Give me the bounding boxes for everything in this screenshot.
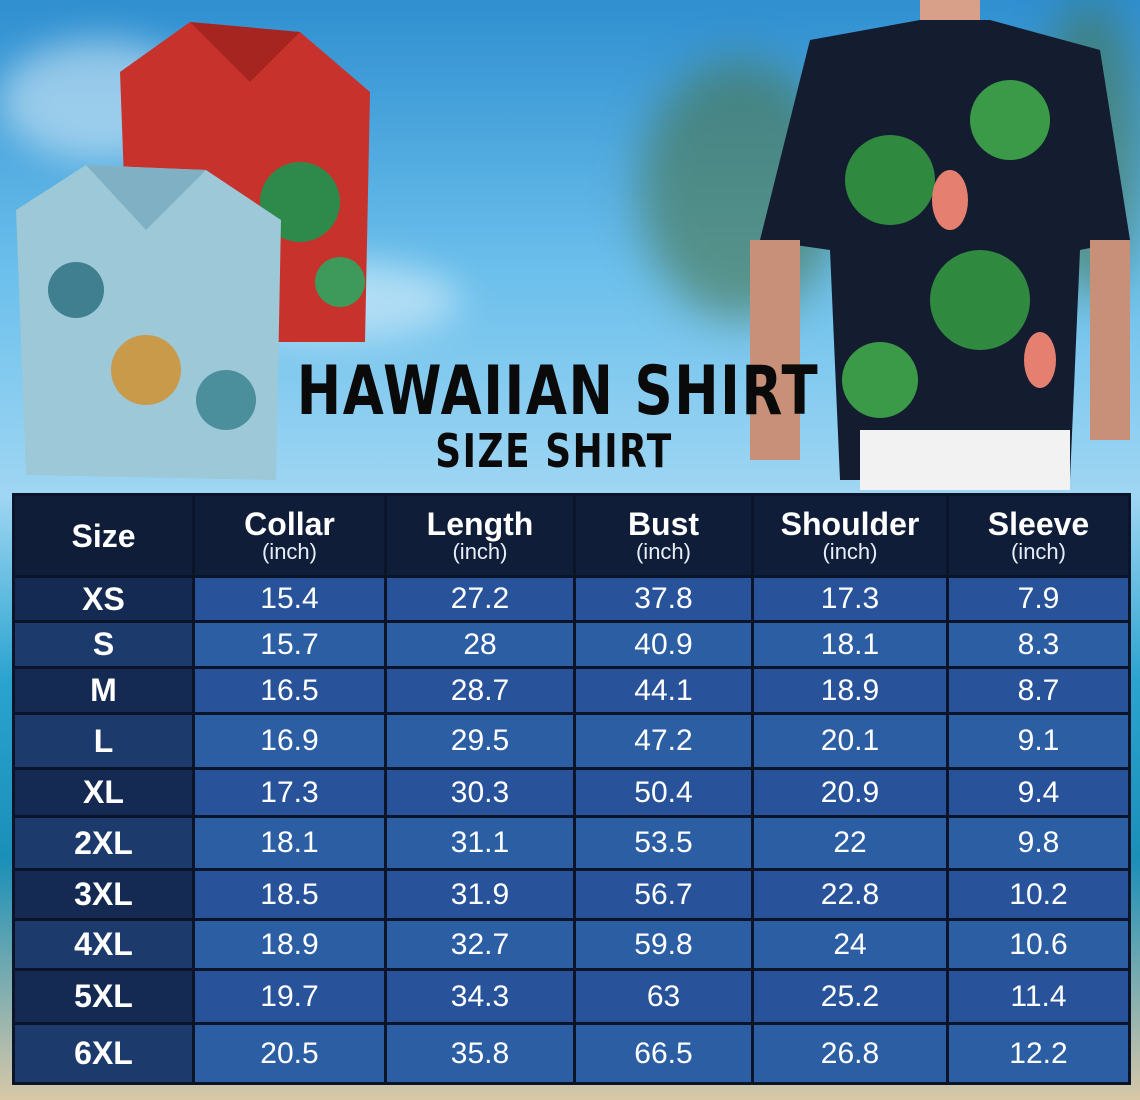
column-header-unit: (inch) (261, 538, 317, 564)
value-cell: 35.8 (384, 1022, 576, 1085)
value-cell: 44.1 (573, 666, 754, 715)
size-cell: S (12, 620, 195, 669)
value-cell: 26.8 (751, 1022, 949, 1085)
value-cell: 10.6 (946, 918, 1131, 971)
column-header-label: Length (426, 505, 534, 542)
column-header-label: Size (71, 517, 136, 554)
table-row: 2XL 18.1 31.1 53.5 22 9.8 (12, 815, 1131, 871)
value-cell: 29.5 (384, 712, 576, 770)
size-cell: M (12, 666, 195, 715)
value-cell: 8.3 (946, 620, 1131, 669)
value-cell: 22 (751, 815, 949, 871)
value-cell: 18.5 (192, 868, 387, 921)
column-header-unit: (inch) (1010, 538, 1066, 564)
value-cell: 50.4 (573, 767, 754, 818)
value-cell: 53.5 (573, 815, 754, 871)
column-header-collar: Collar (inch) (192, 493, 387, 578)
column-header-unit: (inch) (452, 538, 508, 564)
value-cell: 18.9 (192, 918, 387, 971)
value-cell: 18.1 (192, 815, 387, 871)
column-header-label: Sleeve (987, 505, 1090, 542)
value-cell: 9.8 (946, 815, 1131, 871)
column-header-label: Shoulder (780, 505, 920, 542)
value-cell: 27.2 (384, 575, 576, 623)
value-cell: 31.1 (384, 815, 576, 871)
value-cell: 40.9 (573, 620, 754, 669)
size-cell: XS (12, 575, 195, 623)
column-header-bust: Bust (inch) (573, 493, 754, 578)
value-cell: 20.9 (751, 767, 949, 818)
value-cell: 19.7 (192, 968, 387, 1025)
table-row: 5XL 19.7 34.3 63 25.2 11.4 (12, 968, 1131, 1025)
value-cell: 20.1 (751, 712, 949, 770)
value-cell: 66.5 (573, 1022, 754, 1085)
size-cell: L (12, 712, 195, 770)
value-cell: 16.5 (192, 666, 387, 715)
value-cell: 10.2 (946, 868, 1131, 921)
size-cell: 4XL (12, 918, 195, 971)
value-cell: 25.2 (751, 968, 949, 1025)
column-header-label: Bust (627, 505, 700, 542)
folded-blue-shirt-image (16, 165, 281, 480)
value-cell: 17.3 (192, 767, 387, 818)
size-cell: 5XL (12, 968, 195, 1025)
column-header-unit: (inch) (635, 538, 691, 564)
value-cell: 31.9 (384, 868, 576, 921)
value-cell: 32.7 (384, 918, 576, 971)
value-cell: 18.1 (751, 620, 949, 669)
size-cell: 3XL (12, 868, 195, 921)
value-cell: 15.4 (192, 575, 387, 623)
size-chart-table: Size Collar (inch) Length (inch) Bust (inch) Sh… (12, 493, 1131, 1085)
value-cell: 17.3 (751, 575, 949, 623)
value-cell: 28 (384, 620, 576, 669)
table-row: L 16.9 29.5 47.2 20.1 9.1 (12, 712, 1131, 770)
value-cell: 28.7 (384, 666, 576, 715)
size-cell: 2XL (12, 815, 195, 871)
value-cell: 30.3 (384, 767, 576, 818)
page-subtitle: SIZE SHIRT (435, 424, 673, 478)
value-cell: 24 (751, 918, 949, 971)
table-row: XL 17.3 30.3 50.4 20.9 9.4 (12, 767, 1131, 818)
value-cell: 9.1 (946, 712, 1131, 770)
value-cell: 12.2 (946, 1022, 1131, 1085)
value-cell: 9.4 (946, 767, 1131, 818)
value-cell: 16.9 (192, 712, 387, 770)
value-cell: 56.7 (573, 868, 754, 921)
column-header-shoulder: Shoulder (inch) (751, 493, 949, 578)
table-row: XS 15.4 27.2 37.8 17.3 7.9 (12, 575, 1131, 623)
table-header-row: Size Collar (inch) Length (inch) Bust (inch) Sh… (12, 493, 1131, 578)
page-title: HAWAIIAN SHIRT (296, 352, 820, 431)
value-cell: 15.7 (192, 620, 387, 669)
table-row: S 15.7 28 40.9 18.1 8.3 (12, 620, 1131, 669)
table-row: 3XL 18.5 31.9 56.7 22.8 10.2 (12, 868, 1131, 921)
value-cell: 34.3 (384, 968, 576, 1025)
value-cell: 11.4 (946, 968, 1131, 1025)
column-header-sleeve: Sleeve (inch) (946, 493, 1131, 578)
size-cell: 6XL (12, 1022, 195, 1085)
value-cell: 63 (573, 968, 754, 1025)
value-cell: 37.8 (573, 575, 754, 623)
value-cell: 18.9 (751, 666, 949, 715)
value-cell: 7.9 (946, 575, 1131, 623)
column-header-label: Collar (244, 505, 335, 542)
table-row: 6XL 20.5 35.8 66.5 26.8 12.2 (12, 1022, 1131, 1085)
value-cell: 8.7 (946, 666, 1131, 715)
value-cell: 22.8 (751, 868, 949, 921)
value-cell: 20.5 (192, 1022, 387, 1085)
column-header-unit: (inch) (822, 538, 878, 564)
column-header-length: Length (inch) (384, 493, 576, 578)
value-cell: 59.8 (573, 918, 754, 971)
table-row: 4XL 18.9 32.7 59.8 24 10.6 (12, 918, 1131, 971)
table-row: M 16.5 28.7 44.1 18.9 8.7 (12, 666, 1131, 715)
column-header-size: Size (12, 493, 195, 578)
model-flamingo-shirt-image (750, 0, 1130, 490)
size-cell: XL (12, 767, 195, 818)
value-cell: 47.2 (573, 712, 754, 770)
